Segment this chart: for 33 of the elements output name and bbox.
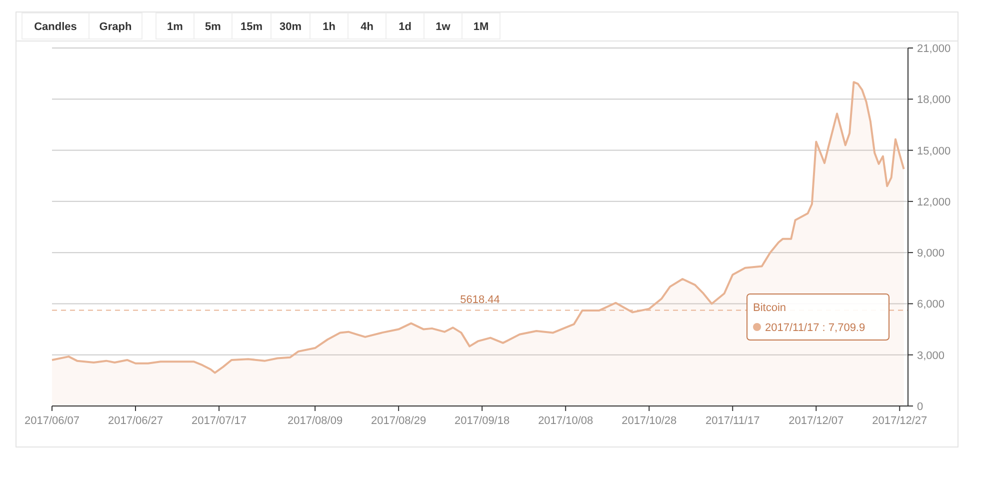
annotation: 2017/11/17 : 7,709.9 — [765, 322, 866, 334]
x-tick-label: 2017/10/08 — [538, 415, 594, 427]
y-tick-label: 12,000 — [917, 196, 951, 208]
toolbar-button: 1h — [310, 12, 348, 40]
x-tick-label: 2017/08/09 — [288, 415, 343, 427]
y-tick-label: 15,000 — [917, 145, 951, 158]
y-tick-label: 9,000 — [917, 248, 945, 260]
x-tick-label: 2017/06/27 — [108, 415, 164, 427]
y-tick-label: 18,000 — [917, 94, 951, 106]
toolbar-button: 1w — [424, 12, 462, 40]
y-tick-label: 21,000 — [917, 43, 951, 55]
toolbar-button: 1m — [156, 12, 194, 40]
toolbar-button: Graph — [88, 12, 142, 40]
toolbar-button: 15m — [232, 12, 272, 40]
x-tick-label: 2017/09/18 — [454, 415, 510, 427]
x-tick-label: 2017/12/07 — [788, 415, 844, 427]
toolbar-button: 4h — [348, 12, 386, 40]
toolbar-button: 30m — [270, 12, 310, 40]
x-tick-label: 2017/07/17 — [191, 415, 247, 427]
x-tick-label: 2017/11/17 — [706, 415, 760, 427]
toolbar-button: Candles — [22, 12, 90, 40]
series-label: Bitcoin — [753, 302, 786, 314]
toolbar-button: 1M — [462, 12, 500, 40]
y-tick-label: 6,000 — [917, 298, 945, 311]
y-tick-label: 0 — [917, 401, 924, 413]
x-tick-label: 2017/08/29 — [371, 415, 426, 427]
ref-line-label: 5618.44 — [460, 294, 500, 306]
toolbar-button: 5m — [194, 12, 232, 40]
x-tick-label: 2017/06/07 — [24, 415, 80, 427]
x-tick-label: 2017/10/28 — [622, 415, 677, 427]
y-tick-label: 3,000 — [917, 350, 945, 362]
toolbar-button: 1d — [386, 12, 424, 40]
x-tick-label: 2017/12/27 — [872, 415, 928, 427]
